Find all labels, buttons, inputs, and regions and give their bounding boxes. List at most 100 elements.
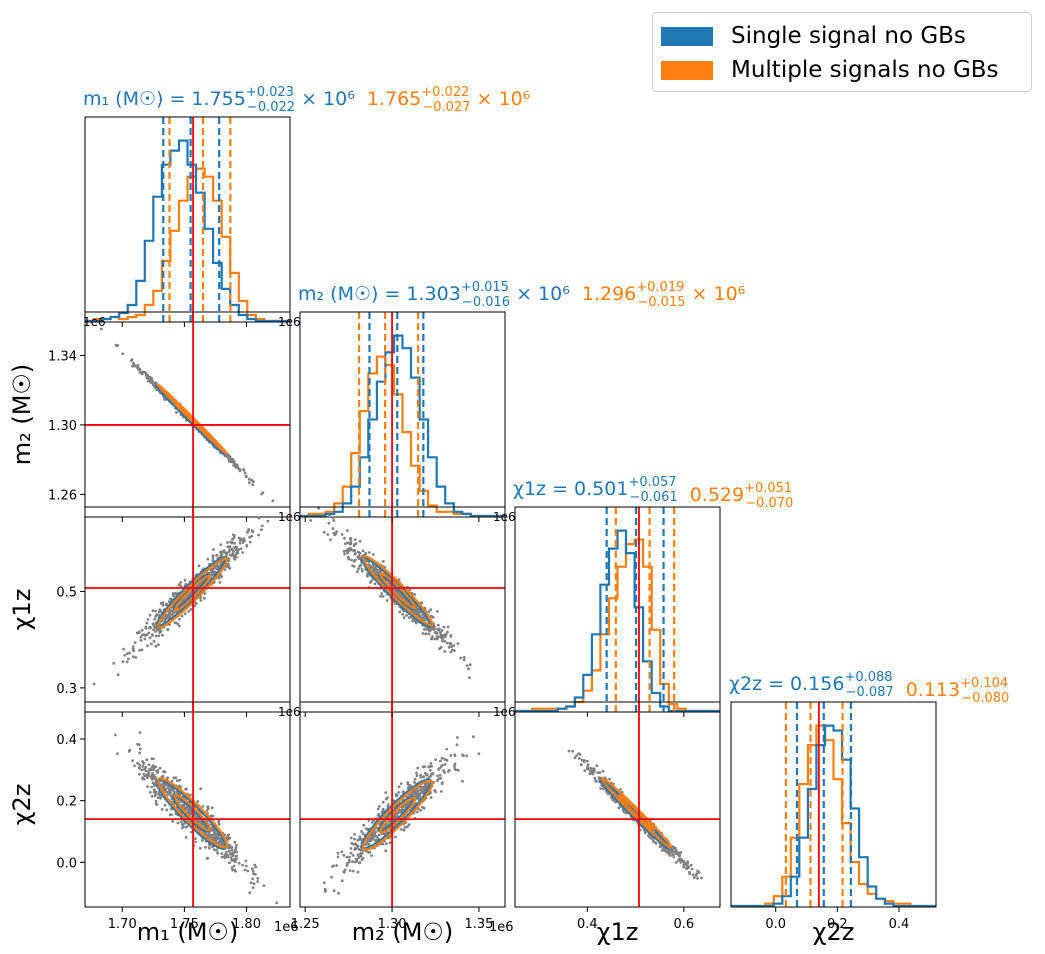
sample-point	[211, 559, 215, 562]
sample-point	[166, 628, 170, 631]
sample-point	[408, 785, 412, 788]
sample-point	[149, 626, 153, 630]
sample-point	[358, 861, 362, 865]
sample-point	[448, 641, 452, 645]
sample-point	[597, 776, 601, 779]
hist-blue-chi2z	[731, 724, 936, 908]
title-orange-upper-m2: +0.019	[636, 280, 684, 295]
sample-point	[229, 460, 233, 463]
sample-point	[219, 550, 223, 554]
sample-point	[152, 625, 156, 628]
sample-point	[253, 863, 257, 867]
sample-point	[141, 765, 145, 768]
panel-m1-chi1z: 0.3 0.5	[56, 506, 291, 713]
sample-point	[700, 876, 703, 880]
sample-point	[433, 637, 437, 641]
title-blue-suffix-m1: × 10⁶	[295, 88, 355, 110]
sample-point	[256, 877, 260, 880]
sample-point	[157, 643, 160, 646]
sample-point	[244, 859, 248, 863]
sample-point	[234, 846, 238, 850]
sample-point	[596, 771, 600, 774]
sample-point	[231, 851, 235, 855]
sample-point	[251, 877, 255, 881]
title-orange-value-chi2z: 0.113	[900, 679, 960, 701]
sample-point	[205, 857, 209, 860]
sample-point	[679, 860, 683, 863]
sample-point	[175, 411, 178, 414]
sample-point	[225, 853, 228, 857]
sample-point	[446, 625, 450, 629]
sample-point	[447, 769, 451, 772]
sample-point	[146, 785, 150, 788]
sample-point	[227, 557, 231, 560]
sample-point	[591, 771, 595, 775]
sample-point	[170, 813, 174, 816]
sample-point	[370, 821, 374, 824]
sample-point	[216, 564, 220, 568]
sample-point	[164, 790, 168, 794]
sample-point	[194, 837, 197, 840]
sample-point	[121, 352, 125, 356]
sample-point	[397, 785, 401, 789]
sample-point	[139, 635, 143, 639]
y-tick-label: 0.0	[56, 856, 77, 871]
sample-point	[149, 376, 152, 380]
sample-point	[152, 788, 156, 792]
sample-point	[406, 781, 410, 784]
sample-point	[170, 795, 174, 799]
sample-point	[416, 610, 419, 614]
sample-point	[238, 541, 242, 545]
contour-orange-0	[156, 557, 229, 629]
sample-point	[144, 372, 148, 375]
sample-point	[453, 753, 457, 757]
sample-point	[317, 507, 321, 510]
sample-point	[323, 887, 327, 891]
sample-point	[171, 819, 175, 823]
sample-point	[250, 534, 254, 538]
sample-point	[308, 491, 311, 494]
sample-point	[601, 769, 605, 773]
sample-point	[322, 881, 326, 885]
sample-point	[218, 581, 222, 584]
sample-point	[349, 540, 353, 544]
sample-point	[416, 796, 420, 800]
sample-point	[177, 784, 181, 788]
sample-point	[144, 765, 148, 769]
sample-point	[439, 776, 443, 780]
sample-point	[248, 891, 252, 895]
x-axis-label-chi2z: χ2z	[813, 918, 855, 946]
frame	[299, 701, 506, 908]
sample-point	[423, 765, 426, 769]
sample-point	[225, 565, 228, 569]
sample-point	[171, 592, 175, 595]
sample-point	[172, 776, 176, 780]
sample-point	[346, 862, 349, 865]
sample-point	[455, 736, 459, 739]
contour-blue-1	[377, 573, 415, 611]
sample-point	[443, 763, 447, 766]
sample-point	[125, 660, 129, 664]
sample-point	[132, 361, 135, 365]
sample-point	[356, 870, 360, 874]
sample-point	[356, 853, 360, 857]
sample-point	[348, 869, 352, 872]
sample-point	[172, 594, 175, 598]
sample-point	[356, 570, 359, 574]
sample-point	[439, 632, 443, 636]
title-blue-upper-m1: +0.023	[246, 85, 294, 100]
sample-point	[669, 854, 672, 857]
sample-point	[233, 463, 237, 466]
sample-point	[436, 637, 439, 641]
scale-note: 1e6	[278, 510, 301, 524]
sample-point	[241, 551, 245, 554]
sample-point	[335, 864, 338, 867]
sample-point	[247, 481, 251, 485]
sample-point	[156, 769, 160, 772]
sample-point	[322, 530, 326, 534]
legend-swatch-orange	[661, 60, 713, 80]
title-chi2z: χ2z = 0.156+0.088 −0.087 0.113+0.104 −0.08…	[729, 670, 1009, 706]
sample-point	[141, 777, 145, 781]
scale-note: 1e6	[493, 510, 516, 524]
sample-point	[142, 762, 146, 765]
